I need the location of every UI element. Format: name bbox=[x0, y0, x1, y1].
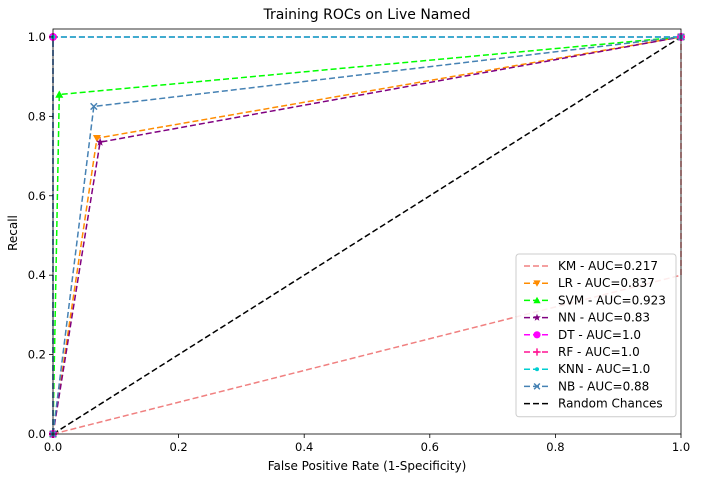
x-axis-label: False Positive Rate (1-Specificity) bbox=[268, 459, 467, 473]
legend-label-1: LR - AUC=0.837 bbox=[558, 276, 655, 290]
y-tick-label-0: 0.0 bbox=[28, 427, 46, 441]
series-point-7-1 bbox=[90, 102, 98, 111]
legend-marker-2 bbox=[533, 296, 541, 304]
y-tick-label-5: 1.0 bbox=[28, 30, 46, 44]
series-line-3 bbox=[52, 36, 682, 435]
legend: KM - AUC=0.217 LR - AUC=0.837 SVM - AUC=0.… bbox=[515, 253, 677, 418]
series-point-1-1 bbox=[92, 134, 101, 143]
legend-box bbox=[515, 253, 677, 418]
legend-label-4: DT - AUC=1.0 bbox=[558, 328, 641, 342]
x-tick-label-0: 0.0 bbox=[44, 440, 62, 454]
legend-marker-1 bbox=[533, 280, 541, 287]
legend-marker-5 bbox=[533, 348, 541, 356]
legend-label-8: Random Chances bbox=[558, 397, 663, 411]
legend-label-0: KM - AUC=0.217 bbox=[558, 259, 658, 273]
plot-frame bbox=[52, 28, 682, 435]
x-tick-label-3: 0.6 bbox=[421, 440, 439, 454]
legend-label-2: SVM - AUC=0.923 bbox=[558, 293, 666, 307]
legend-label-5: RF - AUC=1.0 bbox=[558, 345, 640, 359]
series-line-2 bbox=[52, 36, 682, 435]
plot-area: 0.0 0.2 0.4 0.6 0.8 1.0 0.0 0.2 0.4 0.6 0.8 1.0 bbox=[28, 28, 690, 454]
x-tick-label-2: 0.4 bbox=[295, 440, 313, 454]
legend-marker-3 bbox=[533, 313, 541, 321]
series-line-7 bbox=[52, 36, 682, 435]
legend-marker-6 bbox=[535, 367, 539, 372]
legend-marker-4 bbox=[533, 331, 541, 339]
series-point-2-1 bbox=[55, 90, 64, 98]
series-point-3-1 bbox=[95, 137, 105, 146]
x-tick-label-4: 0.8 bbox=[546, 440, 564, 454]
y-tick-label-2: 0.4 bbox=[28, 268, 46, 282]
y-tick-label-1: 0.2 bbox=[28, 348, 46, 362]
legend-marker-7 bbox=[533, 382, 541, 390]
x-tick-label-5: 1.0 bbox=[672, 440, 690, 454]
x-tick-label-1: 0.2 bbox=[169, 440, 187, 454]
legend-label-3: NN - AUC=0.83 bbox=[558, 311, 650, 325]
legend-label-6: KNN - AUC=1.0 bbox=[558, 362, 650, 376]
chart-title: Training ROCs on Live Named bbox=[262, 7, 470, 23]
y-axis-label: Recall bbox=[6, 215, 20, 251]
y-tick-label-4: 0.8 bbox=[28, 109, 46, 123]
y-tick-label-3: 0.6 bbox=[28, 189, 46, 203]
series-line-8 bbox=[52, 36, 682, 435]
legend-label-7: NB - AUC=0.88 bbox=[558, 379, 649, 393]
